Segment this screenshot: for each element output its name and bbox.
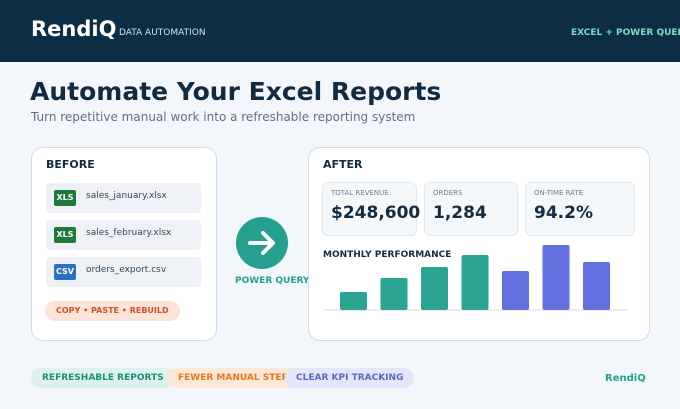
brand: RendiQ [31,17,117,41]
file-icon: XLS [54,227,76,243]
footer-pill: CLEAR KPI TRACKING [285,368,415,388]
file-name: orders_export.csv [86,265,167,275]
footer-brand: RendiQ [605,373,646,384]
bar [542,245,570,310]
header [0,0,680,62]
footer-pill: FEWER MANUAL STEPS [167,368,306,388]
bar [421,267,448,310]
kpi-box: TOTAL REVENUE $248,600 [322,182,421,236]
file-row: XLS sales_february.xlsx [46,220,201,250]
tagline: DATA AUTOMATION [119,28,206,38]
badge: EXCEL + POWER QUERY [571,28,680,38]
subtitle: Turn repetitive manual work into a refre… [31,110,416,124]
file-icon: XLS [54,190,76,206]
kpi-label: TOTAL REVENUE [331,189,389,197]
footer-pill: REFRESHABLE REPORTS [31,368,175,388]
bar [340,292,367,310]
before-pill: COPY • PASTE • REBUILD [45,301,180,321]
bar [502,271,529,310]
file-icon: CSV [54,264,76,280]
connector-label: POWER QUERY [235,276,310,286]
kpi-box: ON-TIME RATE 94.2% [525,182,635,236]
chart [323,245,628,311]
kpi-label: ORDERS [433,189,463,197]
bar [461,255,489,310]
arrow-icon [236,217,288,269]
file-row: XLS sales_january.xlsx [46,183,201,213]
file-row: CSV orders_export.csv [46,257,201,287]
file-name: sales_february.xlsx [86,228,172,238]
bar [583,262,610,310]
kpi-box: ORDERS 1,284 [424,182,518,236]
before-heading: BEFORE [46,158,95,171]
chart-title: MONTHLY PERFORMANCE [323,250,452,260]
title: Automate Your Excel Reports [30,77,442,106]
kpi-value: 1,284 [433,203,487,223]
bar [380,278,408,310]
kpi-value: $248,600 [331,203,421,223]
kpi-value: 94.2% [534,203,593,223]
after-heading: AFTER [323,158,363,171]
file-name: sales_january.xlsx [86,191,167,201]
kpi-label: ON-TIME RATE [534,189,584,197]
